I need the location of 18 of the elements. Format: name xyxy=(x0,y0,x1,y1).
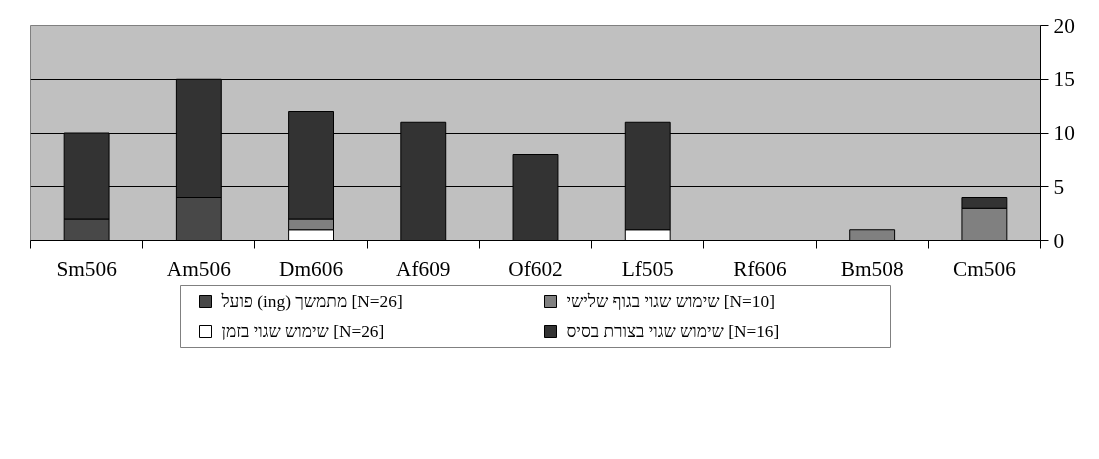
legend-label: שימוש שגוי בזמן [N=26] xyxy=(221,322,385,341)
legend-label: שימוש שגוי בגוף שלישי [N=10] xyxy=(566,292,775,311)
y-tick-label: 0 xyxy=(1053,228,1065,253)
x-tick-label: Bm508 xyxy=(840,256,904,281)
x-tick-label: Sm506 xyxy=(56,256,118,281)
x-tick-label: Lf505 xyxy=(621,256,674,281)
y-tick-label: 5 xyxy=(1053,174,1065,199)
x-tick-label: Af609 xyxy=(396,256,451,281)
x-tick-label: Of602 xyxy=(508,256,563,281)
y-tick-label: 10 xyxy=(1053,121,1075,145)
legend-label: שימוש שגוי בצורת בסיס [N=16] xyxy=(566,322,780,341)
x-tick-label: Rf606 xyxy=(733,256,787,281)
y-tick-label: 20 xyxy=(1053,13,1075,38)
legend-label: פועל (ing) מתמשך [N=26] xyxy=(220,292,403,311)
x-tick-label: Dm606 xyxy=(279,256,344,281)
x-tick-label: Am506 xyxy=(166,256,232,281)
y-tick-label: 15 xyxy=(1053,67,1075,92)
x-tick-label: Cm506 xyxy=(952,256,1017,281)
